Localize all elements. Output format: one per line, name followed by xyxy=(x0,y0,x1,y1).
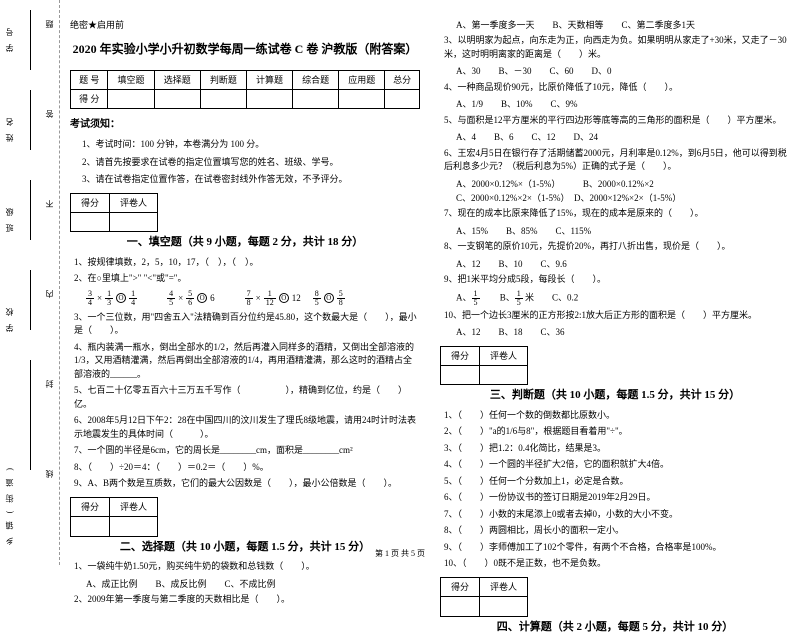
q: 6、王宏4月5日在银行存了活期储蓄2000元，月利率是0.12%，到6月5日，他… xyxy=(440,147,790,174)
scorebox: 得分评卷人 xyxy=(70,193,158,233)
label-town: 乡镇(街道) xyxy=(4,460,15,545)
q: 9、把1米平均分成5段，每段长（ ）。 xyxy=(440,273,790,287)
th: 判断题 xyxy=(200,70,246,89)
row-label: 得 分 xyxy=(71,89,108,108)
scorebox: 得分评卷人 xyxy=(440,577,528,617)
left-column: 绝密★启用前 2020 年实验小学小升初数学每周一练试卷 C 卷 沪教版（附答案… xyxy=(70,18,420,640)
sec1-title: 一、填空题（共 9 小题，每题 2 分，共计 18 分） xyxy=(70,234,420,252)
fold-char: 答 xyxy=(44,110,55,118)
th: 总分 xyxy=(385,70,420,89)
q: 7、（ ）小数的末尾添上0或者去掉0，小数的大小不变。 xyxy=(440,508,790,522)
label-school: 学校 xyxy=(4,300,15,332)
fill-line xyxy=(30,180,31,240)
q: 5、（ ）任何一个分数加上1，必定是合数。 xyxy=(440,475,790,489)
score-table: 题 号 填空题 选择题 判断题 计算题 综合题 应用题 总分 得 分 xyxy=(70,70,420,110)
q: 3、以明明家为起点，向东走为正，向西走为负。如果明明从家走了+30米，又走了－3… xyxy=(440,34,790,61)
q: 2、（ ）"a的1/6与8"，根据题目看着用"÷"。 xyxy=(440,425,790,439)
q: 2、2009年第一季度与第二季度的天数相比是（ ）。 xyxy=(70,593,420,607)
opts: A、15 B、15 米 C、0.2 xyxy=(440,290,790,307)
q: 10、（ ）0既不是正数，也不是负数。 xyxy=(440,557,790,571)
q: 7、现在的成本比原来降低了15%，现在的成本是原来的（ ）。 xyxy=(440,207,790,221)
q: 8、（ ）÷20＝4：（ ）＝0.2＝（ ）%。 xyxy=(70,461,420,475)
th: 综合题 xyxy=(293,70,339,89)
sec3-title: 三、判断题（共 10 小题，每题 1.5 分，共计 15 分） xyxy=(440,387,790,405)
q: 6、（ ）一份协议书的签订日期是2019年2月29日。 xyxy=(440,491,790,505)
fill-line xyxy=(30,10,31,70)
notice-item: 1、考试时间：100 分钟，本卷满分为 100 分。 xyxy=(70,137,420,151)
th: 题 号 xyxy=(71,70,108,89)
opts: A、4 B、6 C、12 D、24 xyxy=(440,130,790,144)
th: 填空题 xyxy=(108,70,154,89)
th: 计算题 xyxy=(246,70,292,89)
q: 2、在○里填上">" "<"或"="。 xyxy=(70,272,420,286)
notice-item: 2、请首先按要求在试卷的指定位置填写您的姓名、班级、学号。 xyxy=(70,155,420,169)
opts: A、30 B、－30 C、60 D、0 xyxy=(440,64,790,78)
opts: A、15% B、85% C、115% xyxy=(440,224,790,238)
q: 5、与面积是12平方厘米的平行四边形等底等高的三角形的面积是（ ）平方厘米。 xyxy=(440,114,790,128)
fill-line xyxy=(30,90,31,150)
q: 1、一袋纯牛奶1.50元，购买纯牛奶的袋数和总钱数（ ）。 xyxy=(70,560,420,574)
opts: A、第一季度多一天 B、天数相等 C、第二季度多1天 xyxy=(440,18,790,32)
comparison-row: 34×13О14 45×56О6 78×112О12 85О58 xyxy=(70,290,420,307)
q: 4、一种商品现价90元，比原价降低了10元，降低（ ）。 xyxy=(440,81,790,95)
q: 3、（ ）把1.2：0.4化简比，结果是3。 xyxy=(440,442,790,456)
q: 8、一支钢笔的原价10元，先提价20%，再打八折出售，现价是（ ）。 xyxy=(440,240,790,254)
fold-char: 封 xyxy=(44,380,55,388)
q: 8、（ ）两圆相比，周长小的面积一定小。 xyxy=(440,524,790,538)
fold-char: 不 xyxy=(44,200,55,208)
secret-mark: 绝密★启用前 xyxy=(70,18,420,32)
q: 7、一个圆的半径是6cm，它的周长是________cm，面积是________… xyxy=(70,444,420,458)
opts: A、1/9 B、10% C、9% xyxy=(440,97,790,111)
sec4-title: 四、计算题（共 2 小题，每题 5 分，共计 10 分） xyxy=(440,619,790,637)
page-footer: 第 1 页 共 5 页 xyxy=(0,548,800,559)
notice-item: 3、请在试卷指定位置作答，在试卷密封线外作答无效，不予评分。 xyxy=(70,172,420,186)
notice-head: 考试须知： xyxy=(70,117,420,133)
opts: A、成正比例 B、成反比例 C、不成比例 xyxy=(70,577,420,591)
label-class: 班级 xyxy=(4,200,15,232)
fold-char: 线 xyxy=(44,470,55,478)
q: 10、把一个边长3厘米的正方形按2:1放大后正方形的面积是（ ）平方厘米。 xyxy=(440,309,790,323)
fold-char: 题 xyxy=(44,20,55,28)
scorebox: 得分评卷人 xyxy=(440,346,528,386)
opts: A、12 B、10 C、9.6 xyxy=(440,257,790,271)
q: 6、2008年5月12日下午2：28在中国四川的汶川发生了理氏8级地震，请用24… xyxy=(70,414,420,441)
main-content: 绝密★启用前 2020 年实验小学小升初数学每周一练试卷 C 卷 沪教版（附答案… xyxy=(70,18,790,640)
th: 应用题 xyxy=(339,70,385,89)
opts: A、2000×0.12%×（1-5%） B、2000×0.12%×2 C、200… xyxy=(440,177,790,206)
exam-title: 2020 年实验小学小升初数学每周一练试卷 C 卷 沪教版（附答案） xyxy=(70,40,420,59)
scorebox: 得分评卷人 xyxy=(70,497,158,537)
th: 选择题 xyxy=(154,70,200,89)
fill-line xyxy=(30,270,31,330)
right-column: A、第一季度多一天 B、天数相等 C、第二季度多1天 3、以明明家为起点，向东走… xyxy=(440,18,790,640)
q: 9、A、B两个数是互质数，它们的最大公因数是（ ），最小公倍数是（ ）。 xyxy=(70,477,420,491)
q: 5、七百二十亿零五百六十三万五千写作（ ），精确到亿位，约是（ ）亿。 xyxy=(70,384,420,411)
fold-char: 内 xyxy=(44,290,55,298)
label-name: 姓名 xyxy=(4,110,15,142)
opts: A、12 B、18 C、36 xyxy=(440,325,790,339)
fill-line xyxy=(30,360,31,470)
q: 1、（ ）任何一个数的倒数都比原数小。 xyxy=(440,409,790,423)
q: 1、按规律填数，2，5，10，17，（ ），（ ）。 xyxy=(70,256,420,270)
q: 4、瓶内装满一瓶水，倒出全部水的1/2，然后再灌入同样多的酒精，又倒出全部溶液的… xyxy=(70,341,420,382)
q: 3、一个三位数，用"四舍五入"法精确到百分位约是45.80，这个数最大是（ ），… xyxy=(70,311,420,338)
binding-sidebar: 学号 姓名 班级 学校 乡镇(街道) 题 答 不 内 封 线 xyxy=(0,0,60,565)
label-number: 学号 xyxy=(4,20,15,52)
q: 4、（ ）一个圆的半径扩大2倍，它的面积就扩大4倍。 xyxy=(440,458,790,472)
